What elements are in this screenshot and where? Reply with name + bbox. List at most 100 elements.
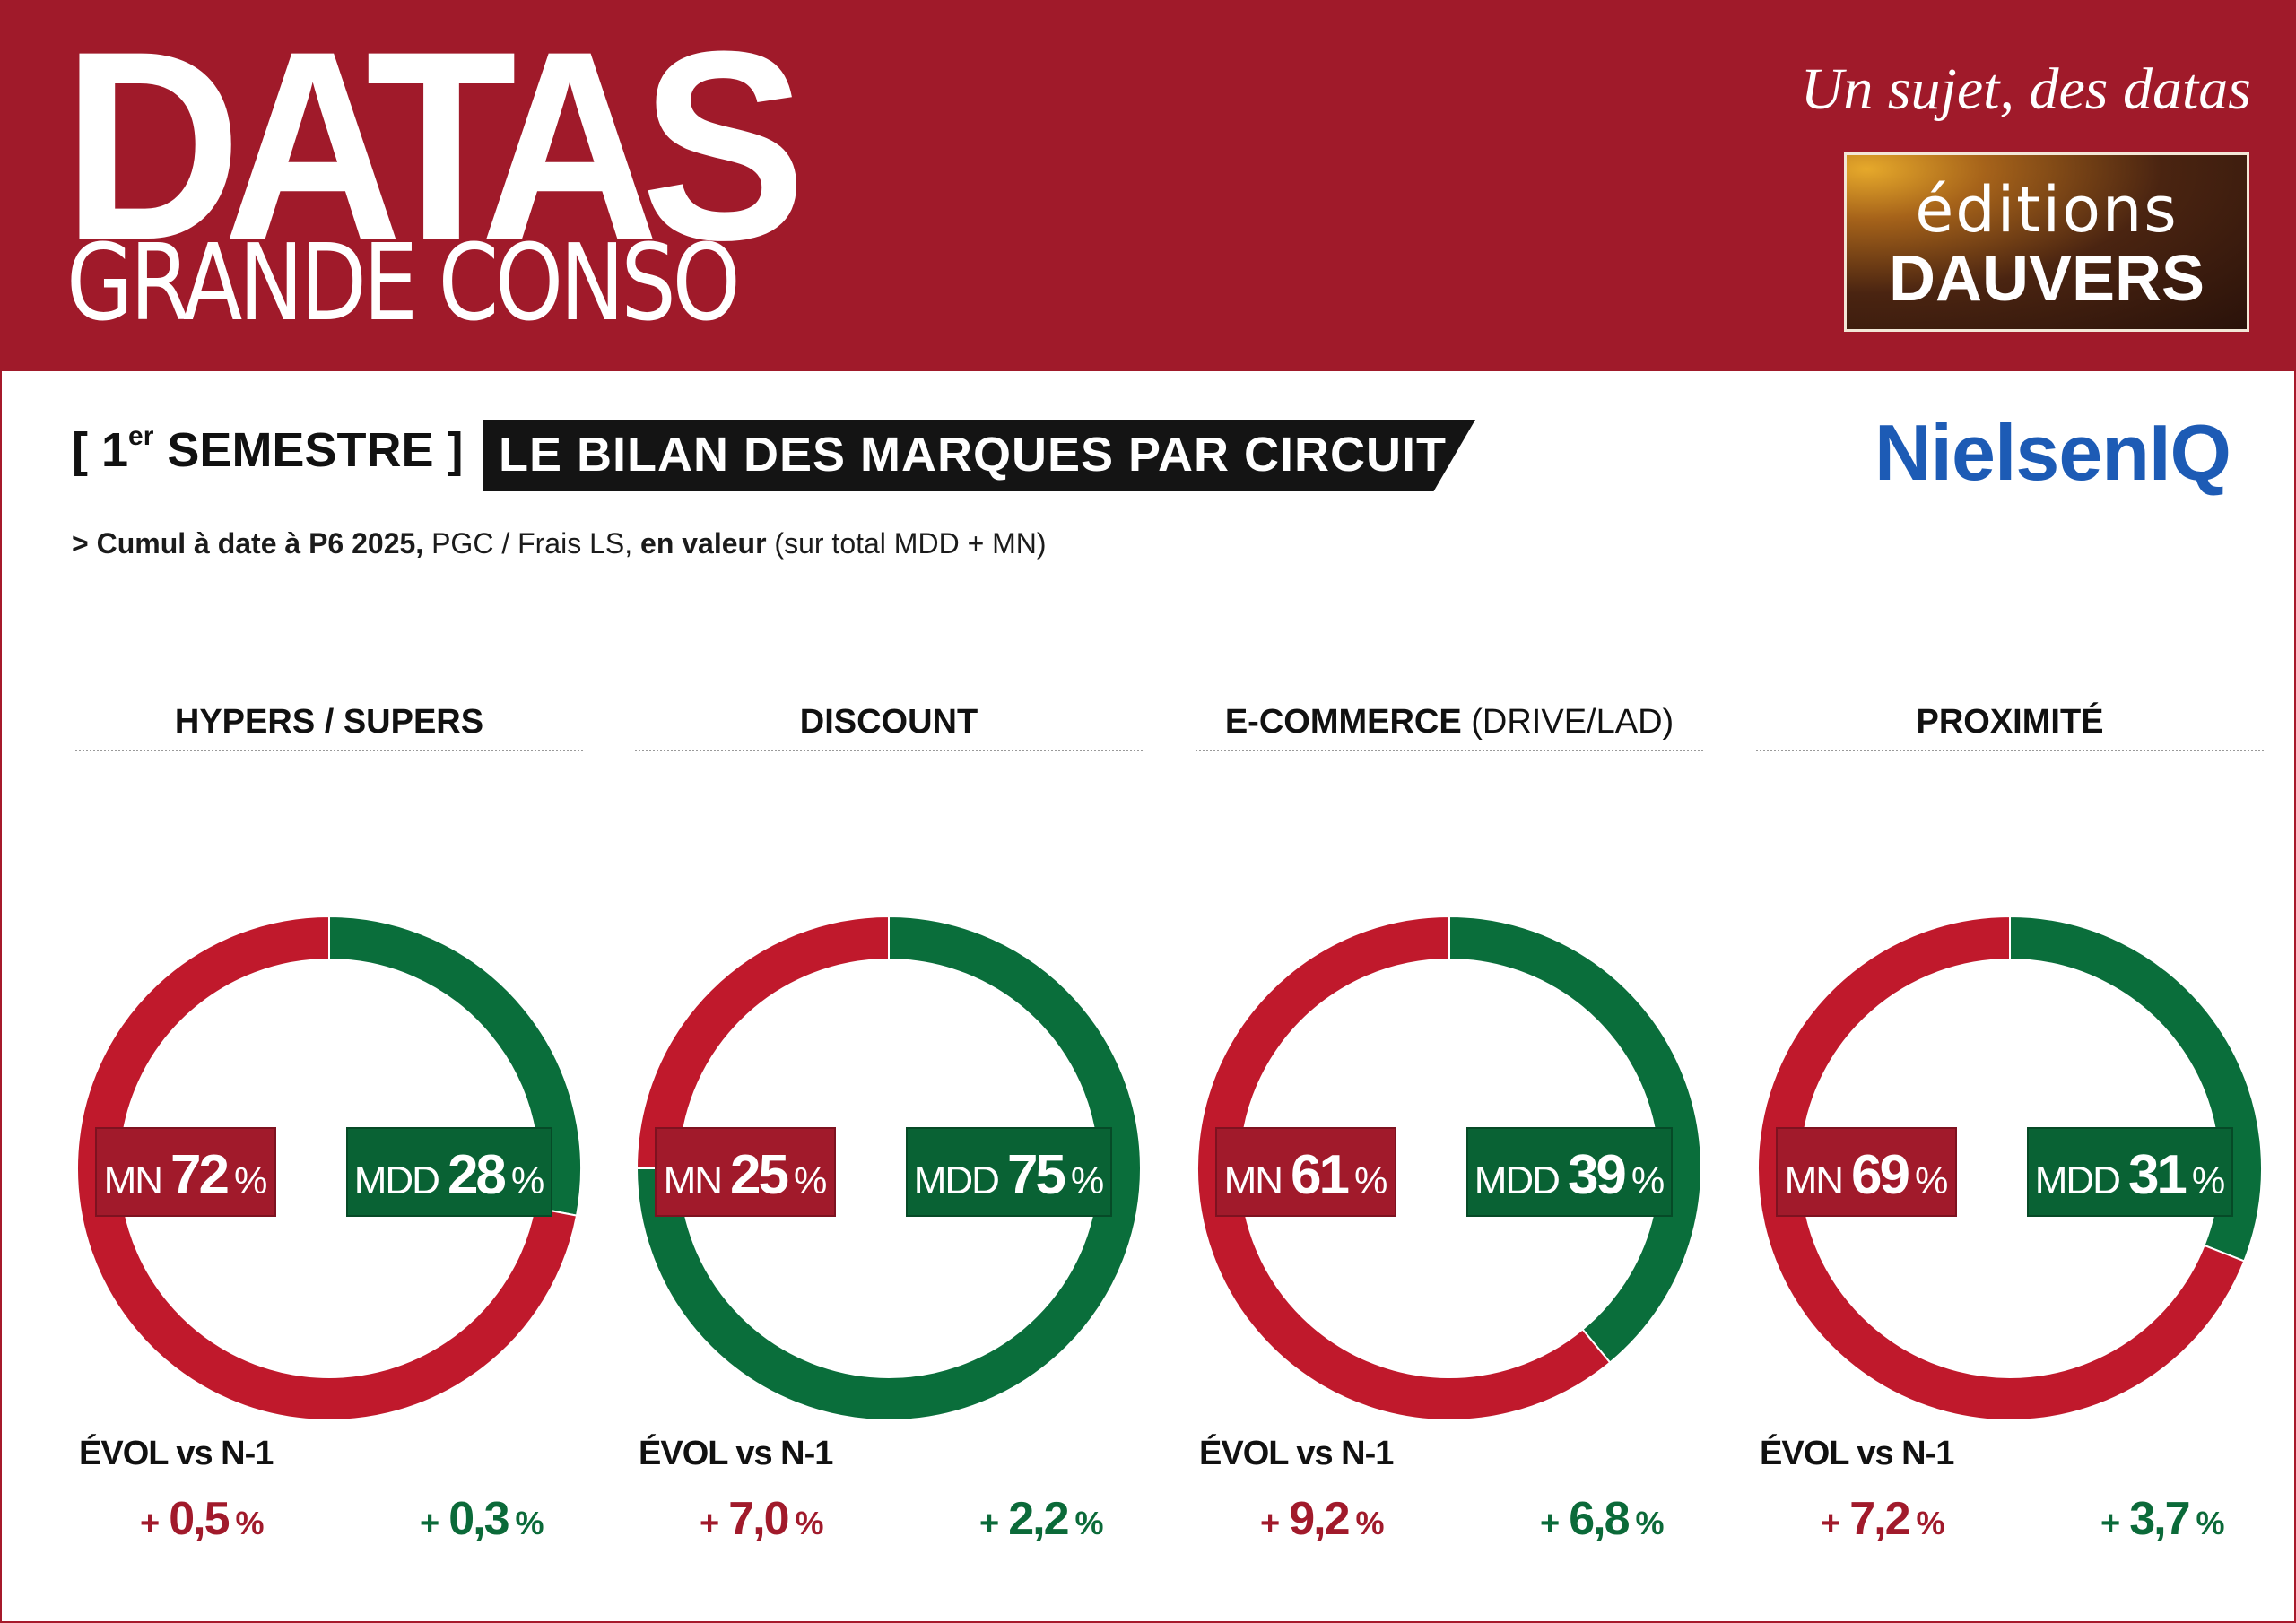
plus-sign: + bbox=[1540, 1505, 1561, 1542]
donut-chart bbox=[1757, 915, 2263, 1421]
panel-1: DISCOUNT MN 25% MDD 75% ÉVOL vs N-1 +7,0% … bbox=[635, 681, 1143, 1578]
mn-share-tag: MN 72% bbox=[95, 1127, 276, 1217]
publisher-line1: éditions bbox=[1915, 173, 2179, 247]
percent-sign: % bbox=[515, 1505, 544, 1541]
mdd-share-tag: MDD 28% bbox=[346, 1127, 552, 1217]
mn-evol: +7,0% bbox=[700, 1492, 824, 1546]
percent-sign: % bbox=[1915, 1159, 1949, 1202]
percent-sign: % bbox=[1355, 1505, 1385, 1541]
panel-3: PROXIMITÉ MN 69% MDD 31% ÉVOL vs N-1 +7,2%… bbox=[1756, 681, 2264, 1578]
plus-sign: + bbox=[700, 1505, 720, 1542]
panel-title-main: HYPERS / SUPERS bbox=[174, 703, 484, 741]
evol-label: ÉVOL vs N-1 bbox=[639, 1435, 833, 1472]
subtitle-part3: en valeur bbox=[640, 527, 767, 560]
publisher-logo: éditions DAUVERS bbox=[1844, 152, 2249, 332]
mn-value: 72 bbox=[170, 1144, 230, 1206]
source-logo: NielsenIQ bbox=[1874, 408, 2231, 497]
percent-sign: % bbox=[794, 1159, 828, 1202]
percent-sign: % bbox=[1070, 1159, 1105, 1202]
panel-title-main: DISCOUNT bbox=[799, 703, 978, 741]
mn-label: MN bbox=[1784, 1159, 1844, 1202]
mn-slice bbox=[1196, 915, 1612, 1421]
mn-evol: +0,5% bbox=[140, 1492, 265, 1546]
evol-label: ÉVOL vs N-1 bbox=[1199, 1435, 1394, 1472]
mn-label: MN bbox=[663, 1159, 723, 1202]
subtitle-part4: (sur total MDD + MN) bbox=[766, 527, 1047, 560]
mn-value: 69 bbox=[1851, 1144, 1910, 1206]
mn-share-tag: MN 25% bbox=[655, 1127, 836, 1217]
plus-sign: + bbox=[1821, 1505, 1841, 1542]
plus-sign: + bbox=[1260, 1505, 1281, 1542]
publisher-line2: DAUVERS bbox=[1888, 243, 2205, 315]
plus-sign: + bbox=[420, 1505, 440, 1542]
panel-divider bbox=[1196, 750, 1703, 751]
panel-title: DISCOUNT bbox=[635, 703, 1143, 742]
percent-sign: % bbox=[234, 1159, 268, 1202]
mdd-slice bbox=[1448, 915, 1702, 1364]
header-banner: DATAS GRANDE CONSO Un sujet, des datas é… bbox=[0, 0, 2296, 371]
panel-title-suffix: (DRIVE/LAD) bbox=[1461, 703, 1674, 741]
mn-evol: +7,2% bbox=[1821, 1492, 1945, 1546]
mn-share-tag: MN 69% bbox=[1776, 1127, 1957, 1217]
period-sup: er bbox=[128, 421, 154, 451]
evol-label: ÉVOL vs N-1 bbox=[79, 1435, 274, 1472]
mdd-evol-value: 6,8 bbox=[1569, 1493, 1630, 1545]
panel-title: E-COMMERCE (DRIVE/LAD) bbox=[1196, 703, 1703, 742]
mdd-value: 39 bbox=[1567, 1144, 1627, 1206]
mdd-evol: +3,7% bbox=[2100, 1492, 2225, 1546]
panel-title-main: E-COMMERCE bbox=[1224, 703, 1462, 741]
mdd-evol-value: 2,2 bbox=[1008, 1493, 1069, 1545]
panel-2: E-COMMERCE (DRIVE/LAD) MN 61% MDD 39% ÉVOL… bbox=[1196, 681, 1703, 1578]
mn-slice bbox=[1757, 915, 2246, 1421]
percent-sign: % bbox=[510, 1159, 545, 1202]
mn-share-tag: MN 61% bbox=[1215, 1127, 1396, 1217]
page-title: LE BILAN DES MARQUES PAR CIRCUIT bbox=[499, 428, 1448, 482]
mdd-label: MDD bbox=[913, 1159, 1000, 1202]
logo-datas: DATAS bbox=[63, 0, 806, 296]
mn-evol-value: 7,2 bbox=[1849, 1493, 1910, 1545]
percent-sign: % bbox=[795, 1505, 824, 1541]
panel-0: HYPERS / SUPERS MN 72% MDD 28% ÉVOL vs N-1… bbox=[75, 681, 583, 1578]
mn-evol: +9,2% bbox=[1260, 1492, 1385, 1546]
period-prefix: [ 1 bbox=[72, 423, 129, 477]
percent-sign: % bbox=[1074, 1505, 1104, 1541]
subtitle: > Cumul à date à P6 2025, PGC / Frais LS… bbox=[72, 527, 1047, 560]
mdd-share-tag: MDD 39% bbox=[1466, 1127, 1673, 1217]
mn-label: MN bbox=[1223, 1159, 1283, 1202]
panel-title-main: PROXIMITÉ bbox=[1916, 703, 2104, 741]
mn-evol-value: 0,5 bbox=[169, 1493, 230, 1545]
title-band: LE BILAN DES MARQUES PAR CIRCUIT bbox=[483, 420, 1475, 491]
subtitle-part1: > Cumul à date à P6 2025, bbox=[72, 527, 424, 560]
mn-slice bbox=[76, 915, 578, 1421]
mdd-label: MDD bbox=[353, 1159, 440, 1202]
mdd-share-tag: MDD 31% bbox=[2027, 1127, 2233, 1217]
plus-sign: + bbox=[2100, 1505, 2121, 1542]
mdd-evol: +0,3% bbox=[420, 1492, 544, 1546]
tagline: Un sujet, des datas bbox=[1800, 56, 2251, 122]
plus-sign: + bbox=[979, 1505, 1000, 1542]
mdd-evol: +6,8% bbox=[1540, 1492, 1665, 1546]
percent-sign: % bbox=[1354, 1159, 1388, 1202]
percent-sign: % bbox=[2196, 1505, 2225, 1541]
mdd-evol-value: 3,7 bbox=[2129, 1493, 2190, 1545]
plus-sign: + bbox=[140, 1505, 161, 1542]
percent-sign: % bbox=[2191, 1159, 2226, 1202]
logo-grande-conso: GRANDE CONSO bbox=[66, 221, 741, 344]
subtitle-part2: PGC / Frais LS, bbox=[423, 527, 641, 560]
percent-sign: % bbox=[1631, 1159, 1665, 1202]
percent-sign: % bbox=[1916, 1505, 1945, 1541]
mdd-value: 75 bbox=[1006, 1144, 1066, 1206]
mn-value: 25 bbox=[730, 1144, 789, 1206]
mdd-label: MDD bbox=[2034, 1159, 2121, 1202]
mn-evol-value: 7,0 bbox=[728, 1493, 789, 1545]
panel-title: PROXIMITÉ bbox=[1756, 703, 2264, 742]
mdd-share-tag: MDD 75% bbox=[906, 1127, 1112, 1217]
mdd-value: 28 bbox=[447, 1144, 507, 1206]
percent-sign: % bbox=[1635, 1505, 1665, 1541]
panel-divider bbox=[1756, 750, 2264, 751]
donut-chart bbox=[1196, 915, 1702, 1421]
mdd-evol: +2,2% bbox=[979, 1492, 1104, 1546]
period-word: SEMESTRE ] bbox=[167, 423, 464, 477]
donut-chart bbox=[76, 915, 582, 1421]
period-label: [ 1er SEMESTRE ] bbox=[72, 421, 463, 478]
